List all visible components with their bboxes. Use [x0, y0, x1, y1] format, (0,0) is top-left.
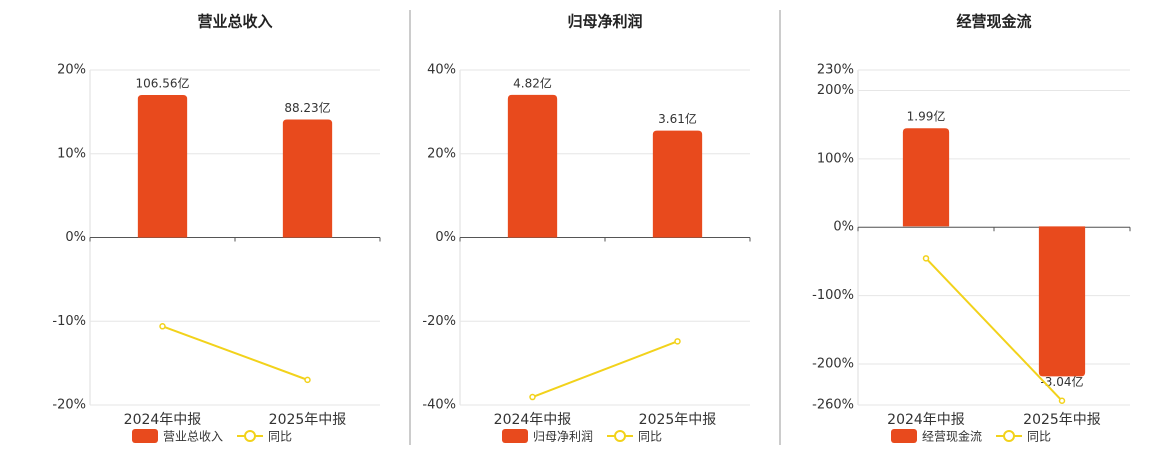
y-tick-label: -20%: [422, 314, 456, 329]
yoy-line: [925, 257, 1063, 402]
bar: [282, 119, 333, 238]
legend-label: 营业总收入: [163, 430, 223, 444]
legend-swatch: [891, 429, 917, 443]
y-tick-label: -40%: [422, 398, 456, 413]
bar: [137, 94, 188, 238]
y-tick-label: 100%: [817, 151, 854, 166]
legend-label: 同比: [638, 430, 662, 444]
legend-point: [614, 430, 627, 442]
y-tick-label: -100%: [812, 288, 854, 303]
x-tick-label: 2024年中报: [124, 412, 202, 428]
y-tick-label: 40%: [427, 63, 456, 78]
y-tick-label: -260%: [812, 398, 854, 413]
y-tick-label: 10%: [57, 146, 86, 161]
bar: [902, 128, 950, 227]
y-tick-label: 0%: [833, 220, 854, 235]
bar: [1038, 226, 1086, 377]
yoy-point: [159, 323, 166, 330]
value-label: 106.56亿: [136, 75, 190, 90]
yoy-point: [1058, 397, 1066, 405]
x-tick-label: 2024年中报: [494, 412, 572, 428]
y-tick-label: -10%: [52, 314, 86, 329]
legend-label: 同比: [268, 430, 292, 444]
value-label: -3.04亿: [1040, 374, 1083, 389]
legend-swatch: [502, 429, 528, 443]
yoy-point: [674, 338, 681, 345]
x-tick-label: 2025年中报: [639, 412, 717, 428]
value-label: 3.61亿: [658, 111, 697, 126]
legend-label: 经营现金流: [922, 429, 982, 444]
legend-label: 归母净利润: [533, 430, 593, 444]
y-tick-label: -20%: [52, 398, 86, 413]
x-tick-label: 2024年中报: [887, 412, 965, 428]
y-tick-label: -200%: [812, 356, 854, 371]
x-tick-label: 2025年中报: [1023, 412, 1101, 428]
yoy-point: [529, 393, 536, 401]
value-label: 88.23亿: [284, 100, 330, 115]
bar: [652, 130, 703, 238]
legend-point: [1003, 430, 1016, 442]
legend-point: [244, 430, 257, 442]
yoy-point: [922, 255, 930, 262]
chart-title: 营业总收入: [197, 13, 272, 31]
chart-title: 经营现金流: [956, 13, 1031, 31]
value-label: 4.82亿: [513, 75, 552, 90]
y-tick-label: 0%: [65, 230, 86, 245]
y-tick-label: 20%: [427, 146, 456, 161]
y-tick-label: 20%: [57, 63, 86, 78]
yoy-point: [304, 376, 311, 384]
y-tick-label: 0%: [435, 230, 456, 245]
y-tick-label: 200%: [817, 83, 854, 98]
y-tick-label: 230%: [817, 63, 854, 78]
yoy-line: [532, 340, 678, 398]
legend-label: 同比: [1027, 430, 1051, 444]
legend-swatch: [132, 429, 158, 443]
bar: [507, 94, 558, 238]
chart-title: 归母净利润: [567, 13, 642, 31]
x-tick-label: 2025年中报: [269, 412, 347, 428]
yoy-line: [162, 325, 308, 381]
value-label: 1.99亿: [907, 109, 946, 124]
